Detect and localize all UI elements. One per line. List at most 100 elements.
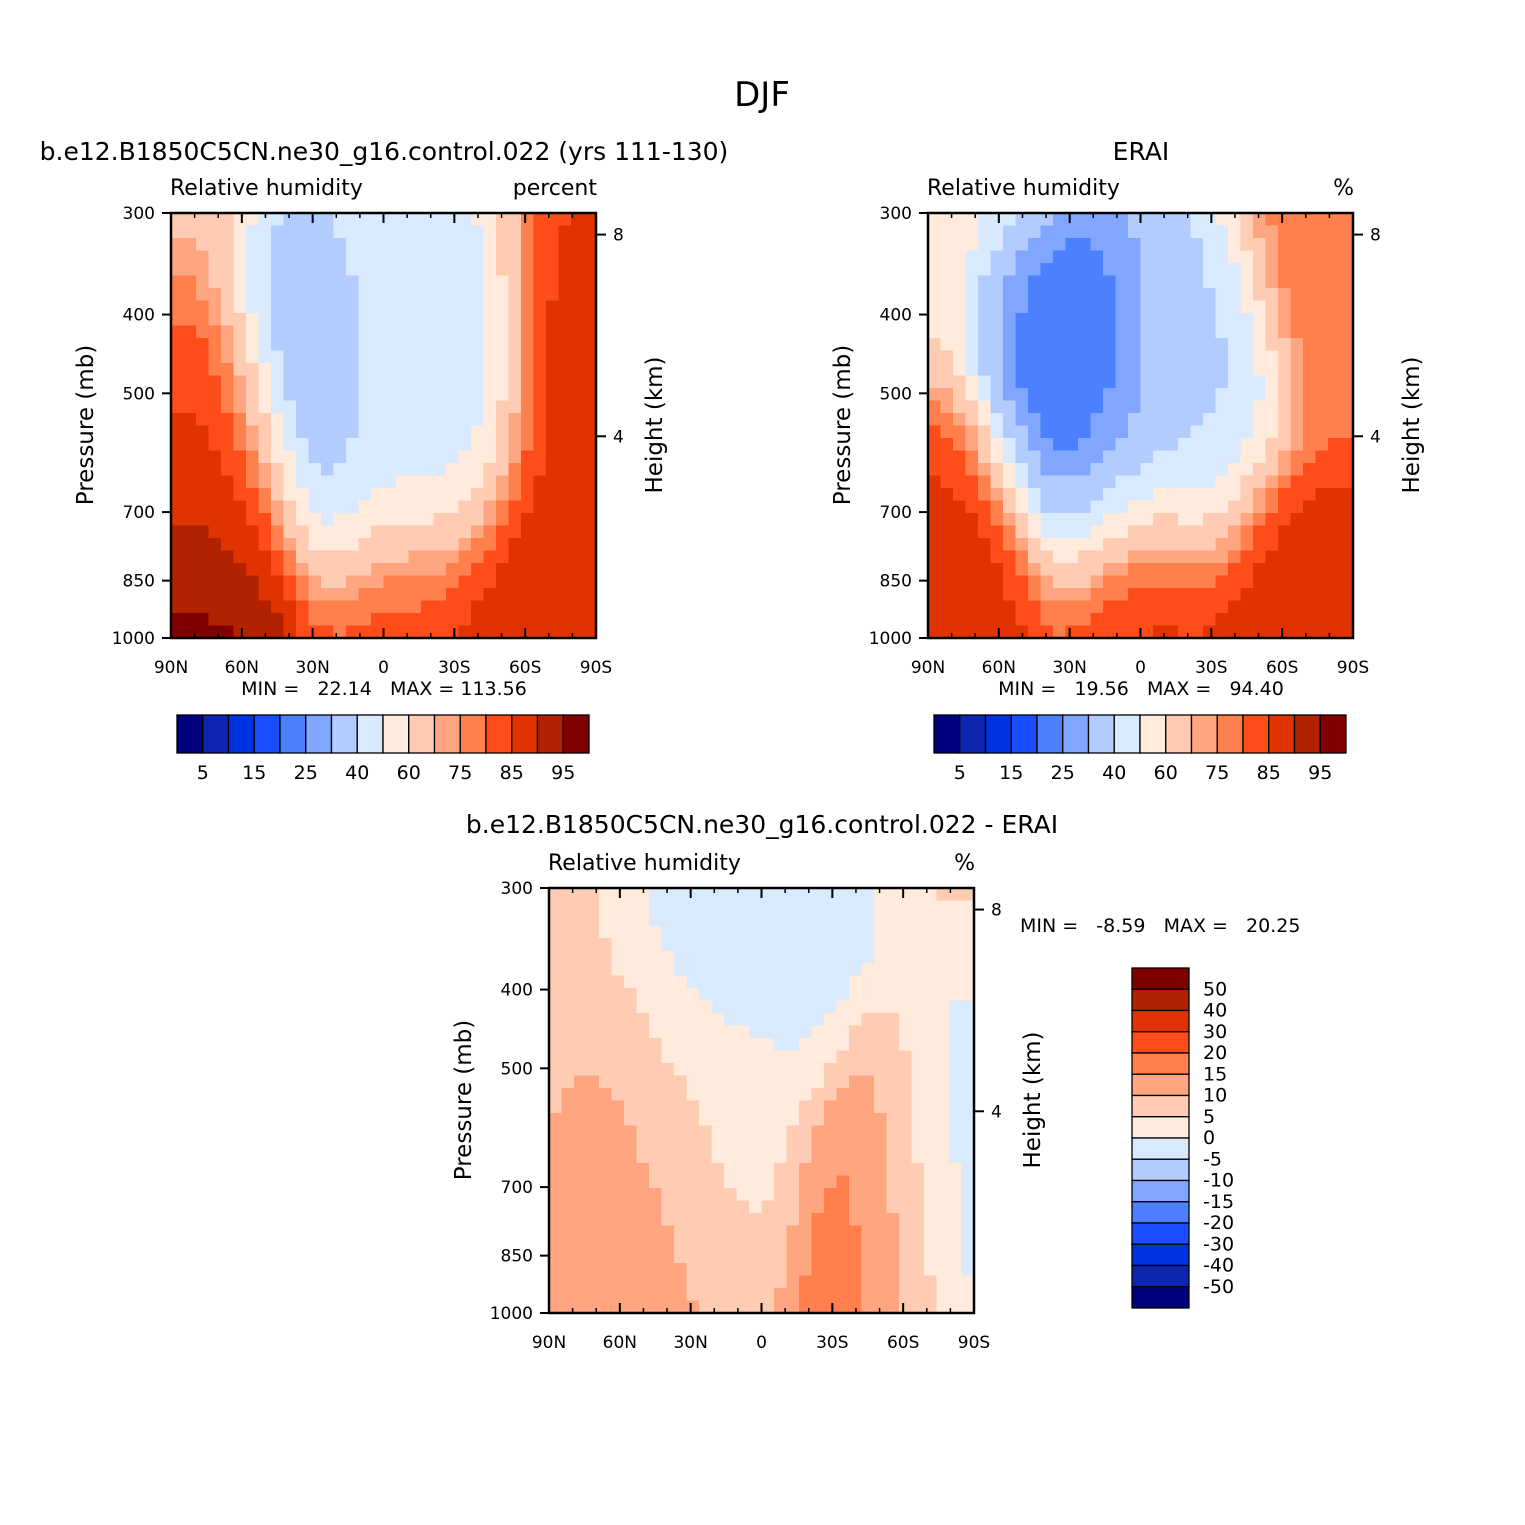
contour-cell — [283, 625, 297, 639]
contour-cell — [940, 550, 954, 564]
contour-cell — [1228, 400, 1242, 414]
contour-cell — [824, 1225, 838, 1239]
contour-cell — [1303, 463, 1317, 477]
contour-cell — [824, 1300, 838, 1314]
contour-cell — [1240, 613, 1254, 627]
contour-cell — [911, 1238, 925, 1252]
contour-cell — [246, 575, 260, 589]
contour-cell — [949, 975, 963, 989]
panel-erai-right-label: % — [1333, 176, 1354, 201]
contour-cell — [558, 625, 572, 639]
contour-cell — [811, 888, 825, 902]
contour-cell — [836, 1288, 850, 1302]
contour-cell — [1340, 563, 1354, 577]
contour-cell — [346, 600, 360, 614]
contour-cell — [674, 975, 688, 989]
contour-cell — [558, 563, 572, 577]
contour-cell — [761, 1175, 775, 1189]
contour-cell — [421, 425, 435, 439]
contour-cell — [886, 1200, 900, 1214]
contour-cell — [371, 563, 385, 577]
contour-cell — [811, 988, 825, 1002]
contour-cell — [978, 438, 992, 452]
contour-cell — [928, 275, 942, 289]
contour-cell — [911, 975, 925, 989]
contour-cell — [1103, 563, 1117, 577]
contour-cell — [849, 1125, 863, 1139]
contour-cell — [358, 238, 372, 252]
contour-cell — [321, 500, 335, 514]
contour-cell — [483, 600, 497, 614]
contour-cell — [346, 250, 360, 264]
contour-cell — [736, 1050, 750, 1064]
contour-cell — [1078, 225, 1092, 239]
contour-cell — [408, 263, 422, 277]
contour-cell — [978, 550, 992, 564]
contour-cell — [1340, 538, 1354, 552]
contour-cell — [1303, 488, 1317, 502]
contour-cell — [849, 1275, 863, 1289]
contour-cell — [446, 238, 460, 252]
contour-cell — [836, 913, 850, 927]
contour-cell — [978, 388, 992, 402]
contour-cell — [624, 1288, 638, 1302]
contour-cell — [558, 525, 572, 539]
contour-cell — [583, 325, 597, 339]
contour-cell — [171, 525, 185, 539]
contour-cell — [1078, 475, 1092, 489]
contour-cell — [421, 550, 435, 564]
contour-cell — [953, 538, 967, 552]
contour-cell — [824, 1250, 838, 1264]
contour-cell — [599, 1250, 613, 1264]
contour-cell — [558, 413, 572, 427]
contour-cell — [936, 888, 950, 902]
colorbar-label: 40 — [1203, 1000, 1227, 1022]
contour-cell — [521, 500, 535, 514]
contour-cell — [1128, 225, 1142, 239]
contour-cell — [583, 388, 597, 402]
contour-cell — [649, 925, 663, 939]
contour-cell — [1328, 313, 1342, 327]
x-tick-label: 90N — [532, 1333, 566, 1353]
contour-cell — [1315, 438, 1329, 452]
contour-cell — [736, 1300, 750, 1314]
contour-cell — [546, 600, 560, 614]
contour-cell — [496, 388, 510, 402]
contour-cell — [1015, 263, 1029, 277]
contour-cell — [1065, 388, 1079, 402]
contour-cell — [978, 300, 992, 314]
contour-cell — [624, 1025, 638, 1039]
contour-cell — [1115, 350, 1129, 364]
contour-cell — [1128, 325, 1142, 339]
contour-cell — [699, 1200, 713, 1214]
contour-cell — [1278, 500, 1292, 514]
panel-diff-ylabel: Pressure (mb) — [451, 1020, 477, 1180]
contour-cell — [208, 300, 222, 314]
contour-cell — [258, 375, 272, 389]
contour-cell — [961, 1200, 975, 1214]
contour-cell — [811, 1288, 825, 1302]
contour-cell — [861, 1050, 875, 1064]
contour-cell — [1253, 238, 1267, 252]
contour-cell — [1278, 438, 1292, 452]
contour-cell — [171, 363, 185, 377]
contour-cell — [611, 975, 625, 989]
contour-cell — [761, 1163, 775, 1177]
contour-cell — [736, 1163, 750, 1177]
contour-cell — [899, 1025, 913, 1039]
contour-cell — [586, 1113, 600, 1127]
contour-cell — [396, 488, 410, 502]
contour-cell — [949, 1275, 963, 1289]
contour-cell — [699, 1063, 713, 1077]
contour-cell — [546, 575, 560, 589]
contour-cell — [1240, 338, 1254, 352]
contour-cell — [940, 538, 954, 552]
contour-cell — [1290, 425, 1304, 439]
contour-cell — [924, 1138, 938, 1152]
contour-cell — [611, 1113, 625, 1127]
contour-cell — [799, 1125, 813, 1139]
contour-cell — [1178, 425, 1192, 439]
contour-cell — [611, 1025, 625, 1039]
contour-cell — [471, 475, 485, 489]
contour-cell — [965, 463, 979, 477]
